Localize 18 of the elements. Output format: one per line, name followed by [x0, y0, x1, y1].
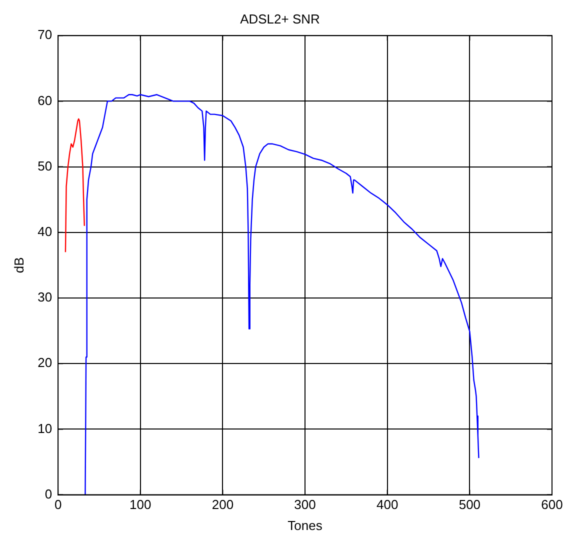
- y-tick-label: 70: [38, 27, 52, 42]
- x-tick-label: 200: [212, 497, 234, 512]
- x-tick-label: 300: [294, 497, 316, 512]
- y-tick-label: 20: [38, 355, 52, 370]
- x-tick-label: 400: [376, 497, 398, 512]
- x-tick-label: 600: [541, 497, 563, 512]
- y-tick-label: 50: [38, 158, 52, 174]
- y-tick-label: 40: [38, 224, 52, 239]
- y-axis-title: dB: [11, 257, 26, 274]
- chart-title: ADSL2+ SNR: [240, 11, 320, 26]
- y-tick-label: 30: [38, 290, 52, 305]
- y-tick-label: 60: [38, 92, 52, 108]
- y-tick-label: 0: [44, 486, 52, 502]
- y-tick-label: 10: [38, 420, 52, 436]
- x-tick-label: 100: [130, 497, 152, 512]
- x-tick-label: 0: [54, 497, 62, 512]
- x-axis-title: Tones: [288, 518, 323, 533]
- x-tick-label: 500: [458, 497, 481, 512]
